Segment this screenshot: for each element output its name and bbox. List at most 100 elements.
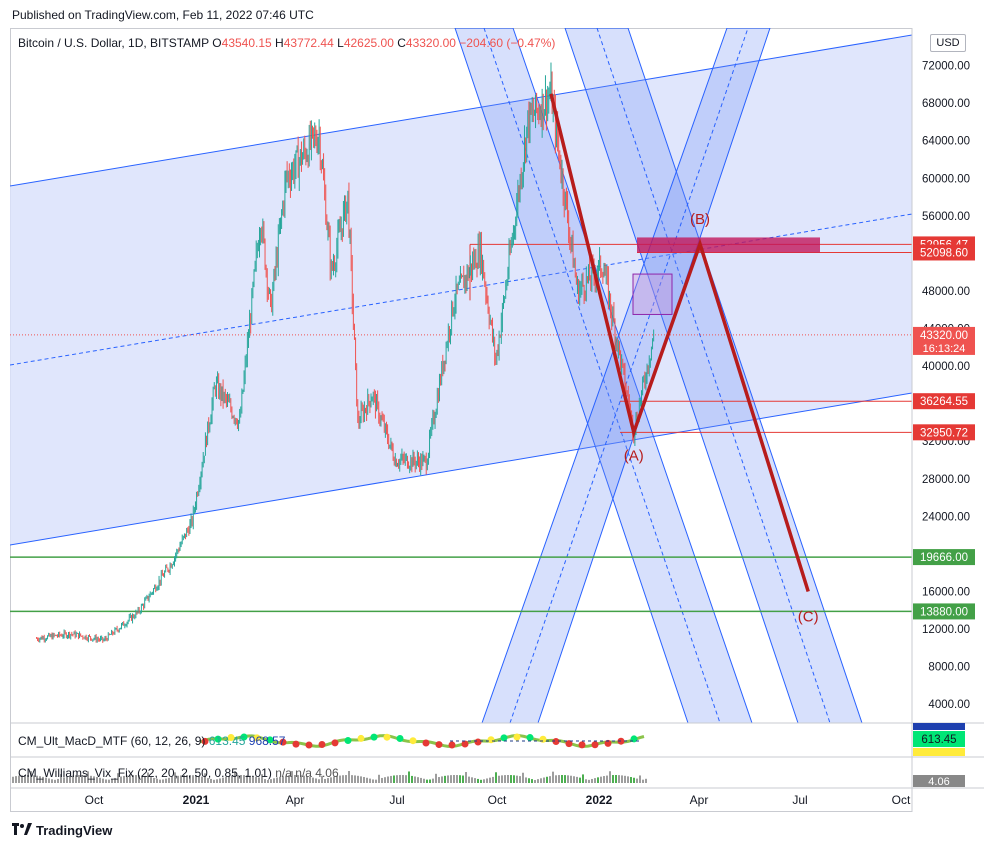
vix-bar <box>321 775 323 783</box>
macd-dot <box>318 741 326 749</box>
vix-bar <box>300 775 302 783</box>
vix-value-3: 4.06 <box>315 766 339 780</box>
vix-bar <box>546 776 548 783</box>
price-tag-1 <box>913 244 975 261</box>
vix-bar <box>84 775 86 783</box>
vix-bar <box>204 773 206 783</box>
y-tick-label: 40000.00 <box>922 361 970 373</box>
vix-bar <box>249 775 251 783</box>
rising-channel-upper-line <box>10 34 912 187</box>
macd-axis-mid-label: 613.45 <box>921 734 956 746</box>
vix-bar <box>309 776 311 783</box>
price-tag-3 <box>913 393 975 410</box>
vix-bar <box>552 771 554 783</box>
x-tick-label: Jul <box>792 793 807 807</box>
vix-bar <box>30 771 32 783</box>
price-tag-label-5: 19666.00 <box>920 552 968 564</box>
vix-bar <box>627 776 629 783</box>
vix-bar <box>117 773 119 783</box>
price-tag-label-6: 13880.00 <box>920 606 968 618</box>
macd-dot <box>474 738 482 746</box>
price-tag-label-4: 32950.72 <box>920 427 968 439</box>
vix-bar <box>408 771 410 783</box>
currency-button[interactable]: USD <box>930 34 966 52</box>
vix-bar <box>525 777 527 783</box>
x-tick-label: Apr <box>286 793 305 807</box>
price-axis-bg <box>912 28 984 812</box>
macd-dot <box>435 741 443 749</box>
vix-bar <box>186 775 188 783</box>
vix-bar <box>69 776 71 783</box>
vix-bar <box>591 778 593 783</box>
vix-bar <box>102 778 104 783</box>
vix-indicator-label[interactable]: CM_Williams_Vix_Fix (22, 20, 2, 50, 0.85… <box>18 766 339 780</box>
macd-dot <box>253 734 261 742</box>
vix-bar <box>585 779 587 783</box>
vix-bar <box>267 779 269 783</box>
close-key: C <box>397 36 406 50</box>
wave-label-c: (C) <box>798 609 819 626</box>
tradingview-logo-icon[interactable] <box>12 823 32 838</box>
footer-brand[interactable]: TradingView <box>36 823 113 838</box>
vix-bar <box>216 779 218 783</box>
vix-bar <box>501 775 503 783</box>
x-tick-label: Jul <box>389 793 404 807</box>
vix-bar <box>483 779 485 783</box>
vix-bar <box>456 775 458 783</box>
vix-bar <box>255 776 257 783</box>
macd-dot <box>227 733 235 741</box>
vix-bar <box>543 777 545 783</box>
macd-dot <box>266 736 274 744</box>
wave-label-a: (A) <box>624 447 644 464</box>
price-tag-label-3: 36264.55 <box>920 396 968 408</box>
vix-bar <box>411 775 413 783</box>
vix-bar <box>231 775 233 783</box>
vix-bar <box>21 775 23 783</box>
vix-bar <box>441 776 443 783</box>
wave-label-b: (B) <box>690 211 710 228</box>
vix-bar <box>390 775 392 783</box>
macd-dot <box>305 741 313 749</box>
vix-bar <box>66 776 68 783</box>
vix-bar <box>465 772 467 783</box>
price-tag-2 <box>913 326 975 355</box>
ascending-band <box>481 28 771 723</box>
vix-bar <box>237 775 239 783</box>
vix-bar <box>189 775 191 783</box>
vix-bar <box>24 775 26 783</box>
vix-bar <box>447 775 449 783</box>
vix-bar <box>450 775 452 783</box>
vix-bar <box>630 777 632 783</box>
vix-bar <box>633 777 635 783</box>
vix-bar <box>513 775 515 783</box>
macd-value-2: 968.57 <box>248 734 286 748</box>
vix-bar <box>414 776 416 783</box>
macd-indicator-label[interactable]: CM_Ult_MacD_MTF (60, 12, 26, 9) 613.45 9… <box>18 734 285 748</box>
price-tag-label-1: 52098.60 <box>920 247 968 259</box>
symbol-label[interactable]: Bitcoin / U.S. Dollar, 1D, BITSTAMP <box>18 36 209 50</box>
macd-dot <box>357 734 365 742</box>
x-tick-label: Oct <box>488 793 507 807</box>
macd-dot <box>422 739 430 747</box>
vix-bar <box>90 775 92 783</box>
vix-bar <box>108 779 110 783</box>
macd-dot <box>409 737 417 745</box>
vix-bar <box>312 777 314 783</box>
macd-dot <box>487 736 495 744</box>
vix-bar <box>504 775 506 783</box>
vix-value-1: n/a <box>275 766 292 780</box>
vix-bar <box>345 775 347 783</box>
vix-bar <box>597 777 599 783</box>
vix-bar <box>531 779 533 783</box>
vix-bar <box>96 777 98 783</box>
open-key: O <box>212 36 222 50</box>
vix-bar <box>624 775 626 783</box>
vix-bar <box>369 778 371 783</box>
vix-bar <box>636 778 638 783</box>
vix-bar <box>147 772 149 783</box>
vix-bar <box>366 777 368 783</box>
vix-bar <box>354 775 356 783</box>
macd-dot <box>565 740 573 748</box>
vix-bar <box>33 775 35 783</box>
